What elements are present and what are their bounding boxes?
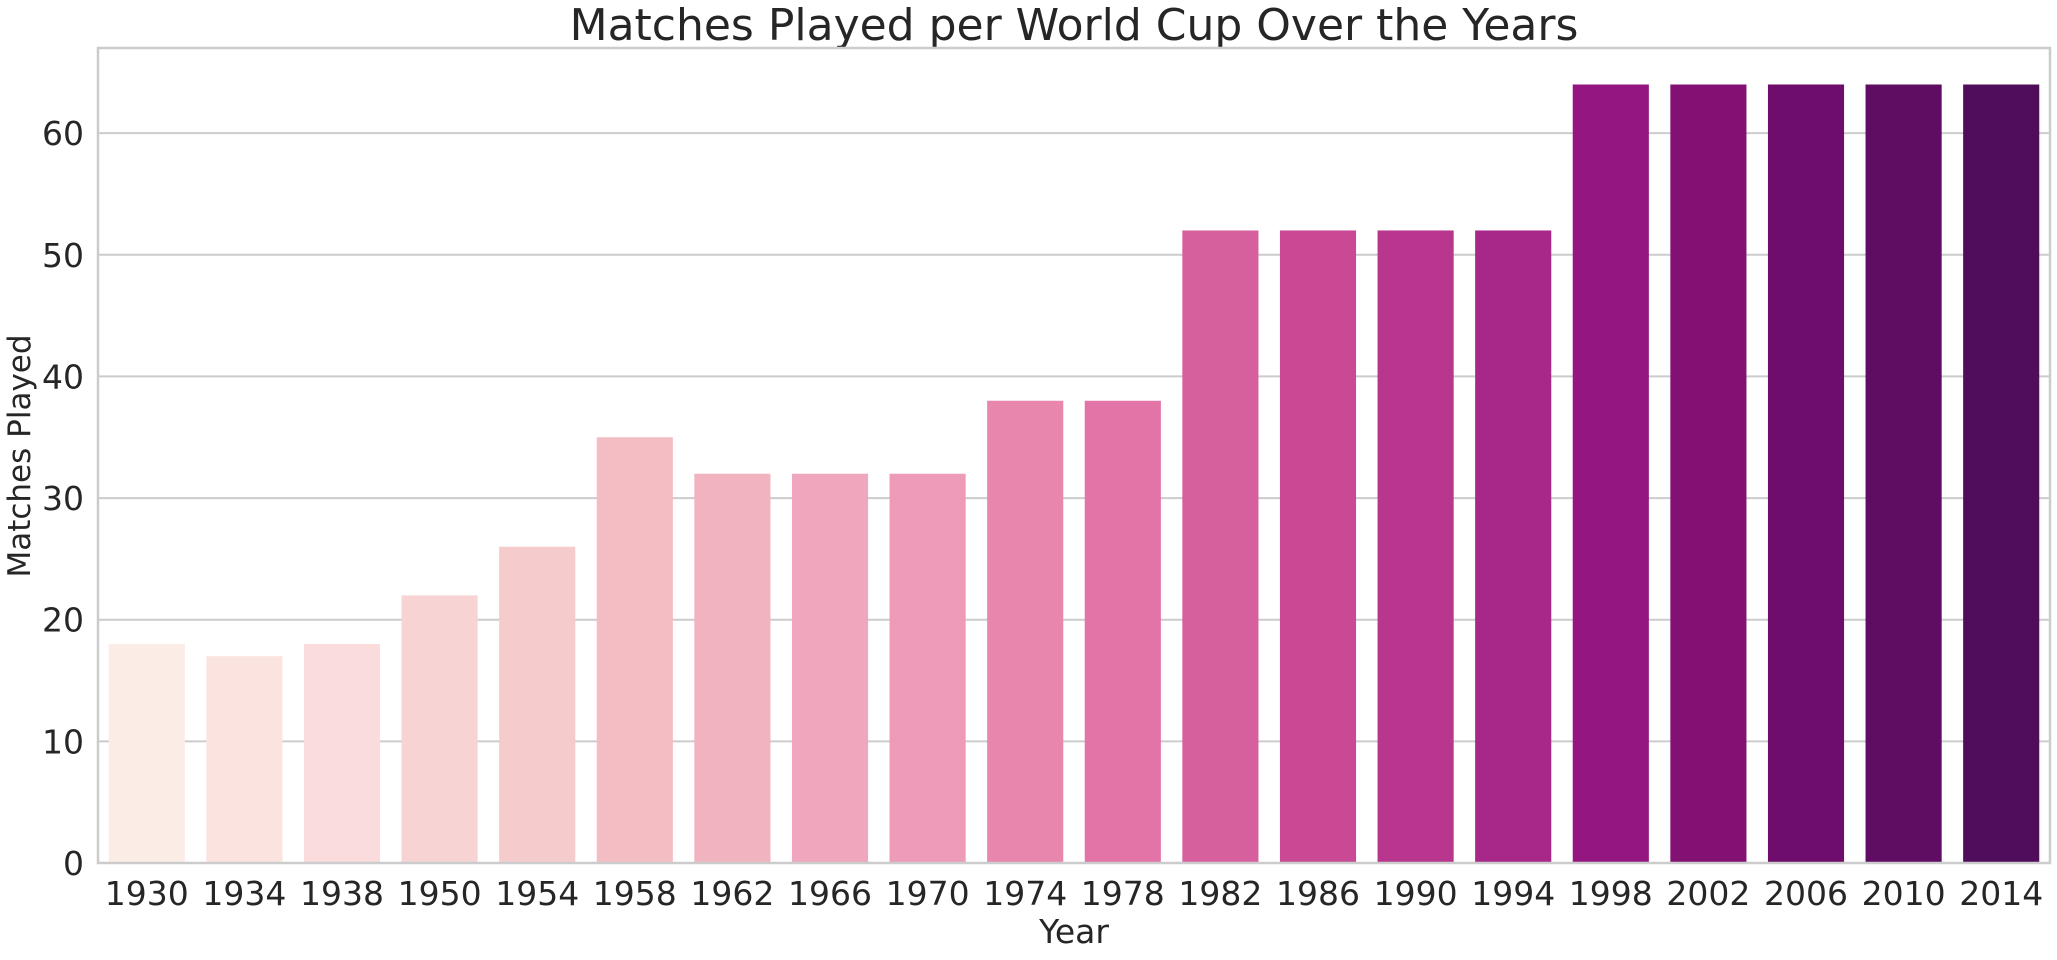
x-tick-label: 2002 (1666, 874, 1750, 913)
bar-2014 (1963, 84, 2040, 863)
y-tick-label: 40 (42, 357, 84, 396)
bar-1978 (1084, 400, 1161, 863)
x-tick-label: 1962 (690, 874, 774, 913)
chart-title: Matches Played per World Cup Over the Ye… (570, 0, 1579, 51)
bar-1970 (889, 473, 966, 863)
x-tick-label: 1998 (1569, 874, 1653, 913)
bar-1934 (206, 656, 283, 863)
y-tick-label: 10 (42, 722, 84, 761)
bar-1986 (1279, 230, 1357, 863)
bar-1954 (499, 546, 576, 863)
x-tick-label: 1958 (593, 874, 677, 913)
bar-2010 (1865, 84, 1942, 863)
y-axis-label: Matches Played (2, 334, 38, 577)
y-tick-label: 20 (42, 601, 84, 640)
bars (108, 84, 2040, 863)
x-tick-label: 1978 (1081, 874, 1165, 913)
bar-1974 (987, 400, 1064, 863)
bar-1990 (1377, 230, 1454, 863)
x-tick-label: 1934 (202, 874, 286, 913)
x-tick-label: 2006 (1764, 874, 1848, 913)
x-tick-label: 1970 (886, 874, 970, 913)
x-tick-label: 1982 (1178, 874, 1262, 913)
x-tick-label: 1950 (398, 874, 482, 913)
x-tick-label: 2014 (1959, 874, 2043, 913)
y-tick-label: 30 (42, 479, 84, 518)
grid-lines (98, 132, 2050, 743)
x-axis-ticks: 1930 1934 1938 1950 1954 1958 1962 1966 1970 1974… (105, 874, 2043, 913)
bar-1982 (1182, 230, 1259, 863)
plot-frame (96, 46, 2052, 865)
x-tick-label: 1990 (1374, 874, 1458, 913)
x-tick-label: 2010 (1862, 874, 1946, 913)
x-tick-label: 1938 (300, 874, 384, 913)
x-tick-label: 1986 (1276, 874, 1360, 913)
y-tick-label: 60 (42, 114, 84, 153)
bar-1958 (596, 437, 673, 863)
bar-2002 (1670, 84, 1747, 863)
x-tick-label: 1954 (495, 874, 579, 913)
x-tick-label: 1930 (105, 874, 189, 913)
bar-1962 (694, 473, 771, 863)
bar-1998 (1572, 84, 1649, 863)
bar-1938 (303, 644, 381, 863)
y-tick-label: 50 (42, 236, 84, 275)
bar-2006 (1767, 84, 1845, 863)
x-tick-label: 1974 (983, 874, 1067, 913)
y-tick-label: 0 (63, 844, 84, 883)
bar-1930 (108, 644, 185, 863)
bar-1966 (791, 473, 869, 863)
bar-1994 (1475, 230, 1552, 863)
x-axis-label: Year (1038, 912, 1109, 951)
y-axis-ticks: 0 10 20 30 40 50 60 (42, 114, 84, 883)
x-tick-label: 1966 (788, 874, 872, 913)
x-tick-label: 1994 (1471, 874, 1555, 913)
bar-1950 (401, 595, 478, 863)
